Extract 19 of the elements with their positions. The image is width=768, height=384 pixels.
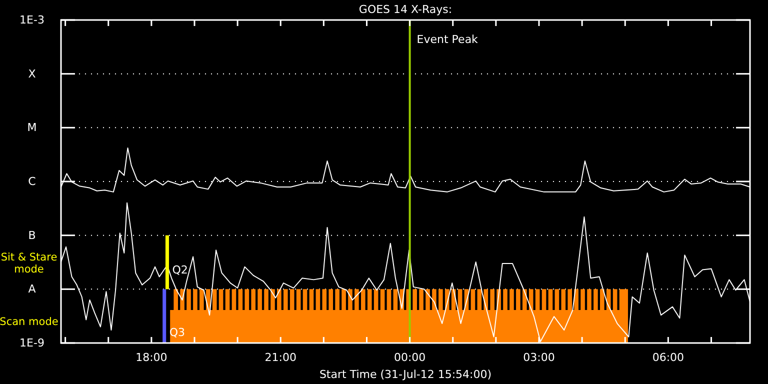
y-tick-label: A xyxy=(28,282,36,296)
annotation: Q2 xyxy=(172,264,188,277)
ref-line-label: Event Peak xyxy=(416,33,479,46)
y-tick-label: 1E-9 xyxy=(20,336,44,350)
x-tick-label: 06:00 xyxy=(652,350,684,364)
y-tick-label: X xyxy=(28,67,36,80)
y-tick-label: M xyxy=(27,121,37,134)
x-axis-title: Start Time (31-Jul-12 15:54:00) xyxy=(319,368,492,381)
chart-title: GOES 14 X-Rays: xyxy=(358,3,452,16)
y-tick-label: C xyxy=(28,175,36,188)
x-tick-label: 18:00 xyxy=(136,350,168,364)
x-tick-label: 03:00 xyxy=(523,350,555,364)
x-tick-label: 21:00 xyxy=(264,350,296,364)
y-tick-label: B xyxy=(28,228,36,242)
y-tick-label: 1E-3 xyxy=(20,14,44,27)
annotation: Q3 xyxy=(169,326,186,340)
x-tick-label: 00:00 xyxy=(394,350,426,364)
text: Sit & Stare mode xyxy=(0,251,58,276)
text: Scan mode xyxy=(0,316,58,328)
